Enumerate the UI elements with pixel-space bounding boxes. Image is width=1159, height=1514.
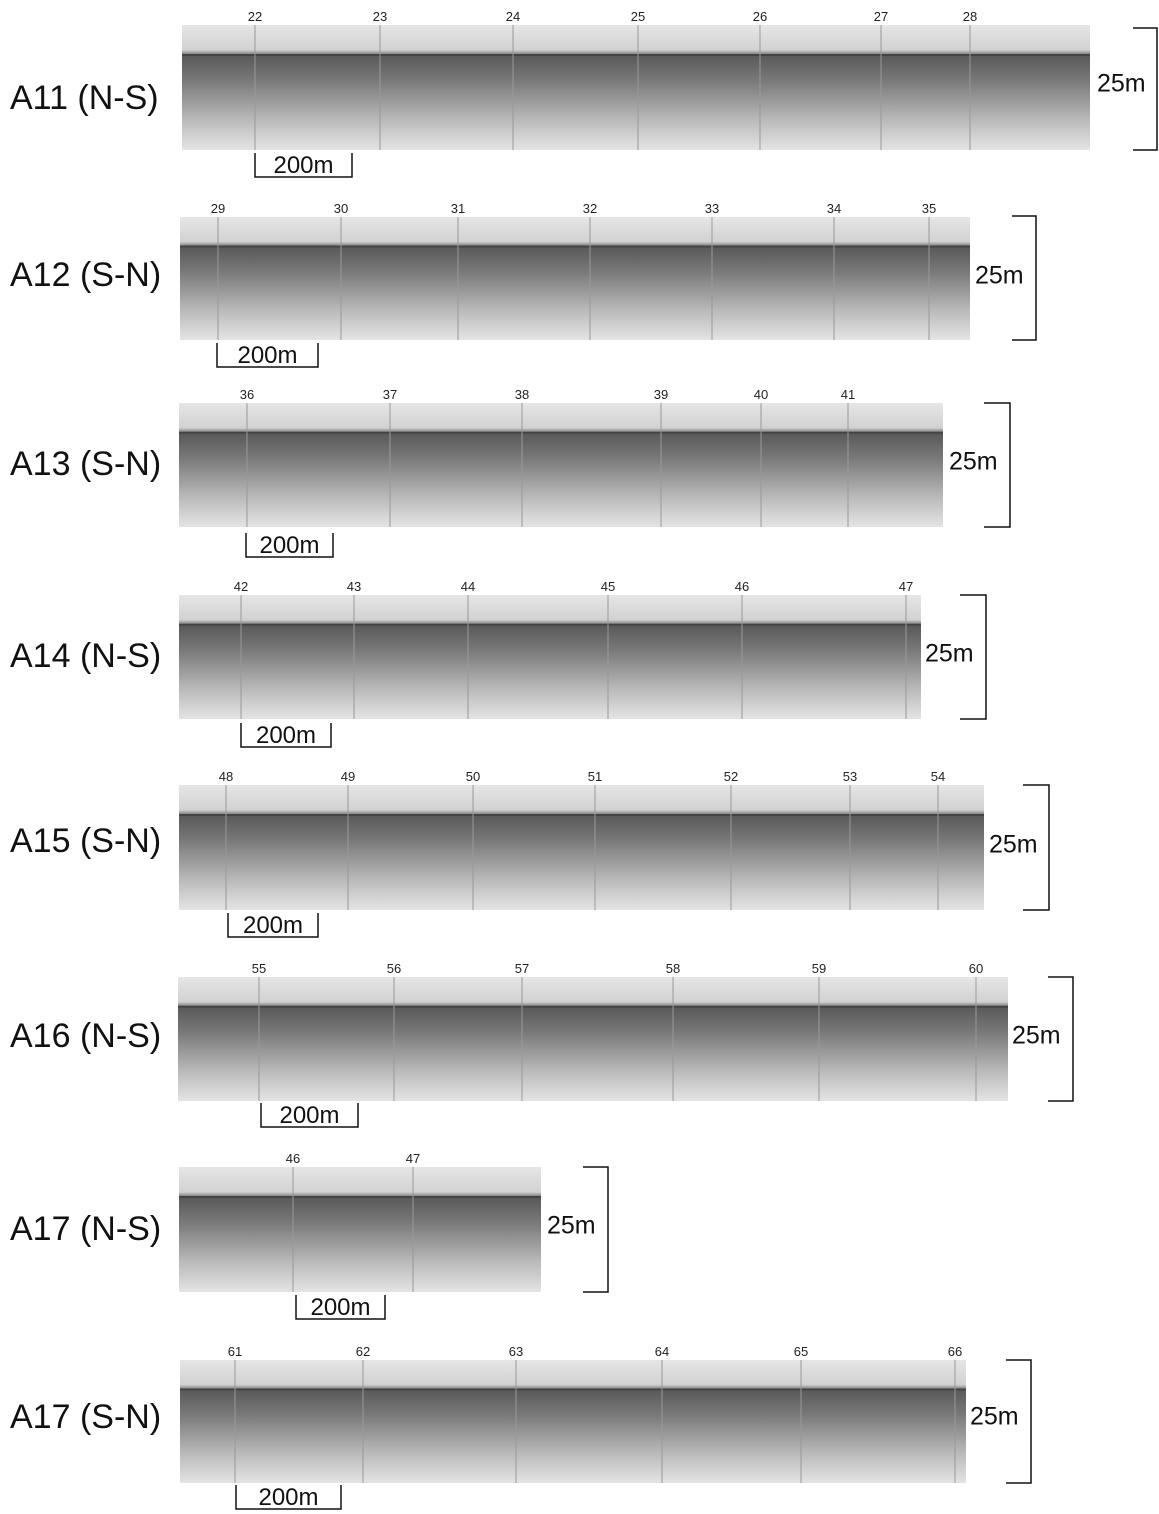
fix-number: 64 [655, 1344, 669, 1359]
scale-label: 200m [310, 1294, 370, 1321]
fix-number: 47 [899, 579, 913, 594]
profile-label: A17 (N-S) [10, 1210, 161, 1248]
fix-number: 53 [843, 769, 857, 784]
fix-number: 59 [812, 961, 826, 976]
profile-label: A13 (S-N) [10, 445, 161, 483]
scale-label: 200m [256, 722, 316, 749]
fix-number: 54 [931, 769, 945, 784]
fix-number: 39 [654, 387, 668, 402]
fix-number: 28 [963, 9, 977, 24]
fix-number: 45 [601, 579, 615, 594]
sonar-record [180, 217, 970, 340]
fix-number: 61 [228, 1344, 242, 1359]
fix-number: 27 [874, 9, 888, 24]
depth-label: 25m [949, 448, 998, 476]
fix-number: 31 [451, 201, 465, 216]
depth-label: 25m [1012, 1022, 1061, 1050]
figure: A11 (N-S) 22 23 24 25 26 27 28 200m 25m A12 (S-N) 2… [0, 0, 1159, 1514]
sonar-record [179, 595, 921, 719]
fix-number: 35 [922, 201, 936, 216]
sonar-record [179, 403, 943, 527]
fix-number: 30 [334, 201, 348, 216]
scale-label: 200m [237, 342, 297, 369]
sonar-record [182, 25, 1090, 150]
sonar-record [180, 1360, 966, 1483]
fix-number: 38 [515, 387, 529, 402]
fix-number: 47 [406, 1151, 420, 1166]
profile-label: A12 (S-N) [10, 256, 161, 294]
fix-number: 58 [666, 961, 680, 976]
scale-label: 200m [259, 532, 319, 559]
fix-number: 66 [948, 1344, 962, 1359]
fix-number: 26 [753, 9, 767, 24]
fix-number: 44 [461, 579, 475, 594]
profile-label: A16 (N-S) [10, 1017, 161, 1055]
scale-label: 200m [243, 912, 303, 939]
fix-number: 33 [705, 201, 719, 216]
profile-label: A15 (S-N) [10, 822, 161, 860]
depth-label: 25m [970, 1403, 1019, 1431]
fix-number: 29 [211, 201, 225, 216]
fix-number: 65 [794, 1344, 808, 1359]
fix-number: 60 [969, 961, 983, 976]
fix-number: 48 [219, 769, 233, 784]
profile-label: A11 (N-S) [10, 79, 159, 117]
fix-number: 50 [466, 769, 480, 784]
scale-label: 200m [279, 1102, 339, 1129]
scale-label: 200m [273, 152, 333, 179]
fix-number: 56 [387, 961, 401, 976]
profile-label: A17 (S-N) [10, 1398, 161, 1436]
fix-number: 23 [373, 9, 387, 24]
fix-number: 34 [827, 201, 841, 216]
fix-number: 49 [341, 769, 355, 784]
fix-number: 24 [506, 9, 520, 24]
fix-number: 43 [347, 579, 361, 594]
fix-number: 57 [515, 961, 529, 976]
depth-label: 25m [925, 640, 974, 668]
fix-number: 42 [234, 579, 248, 594]
depth-label: 25m [989, 831, 1038, 859]
fix-number: 46 [286, 1151, 300, 1166]
fix-number: 46 [735, 579, 749, 594]
fix-number: 52 [724, 769, 738, 784]
sonar-record [179, 785, 984, 910]
fix-number: 55 [252, 961, 266, 976]
sonar-record [178, 977, 1008, 1101]
fix-number: 40 [754, 387, 768, 402]
depth-label: 25m [547, 1212, 596, 1240]
profile-label: A14 (N-S) [10, 637, 161, 675]
depth-label: 25m [1097, 70, 1146, 98]
fix-number: 37 [383, 387, 397, 402]
fix-number: 51 [588, 769, 602, 784]
fix-number: 22 [248, 9, 262, 24]
fix-number: 41 [841, 387, 855, 402]
fix-number: 36 [240, 387, 254, 402]
sonar-record [179, 1167, 541, 1292]
scale-label: 200m [258, 1484, 318, 1511]
fix-number: 32 [583, 201, 597, 216]
depth-label: 25m [975, 262, 1024, 290]
fix-number: 63 [509, 1344, 523, 1359]
fix-number: 25 [631, 9, 645, 24]
fix-number: 62 [356, 1344, 370, 1359]
